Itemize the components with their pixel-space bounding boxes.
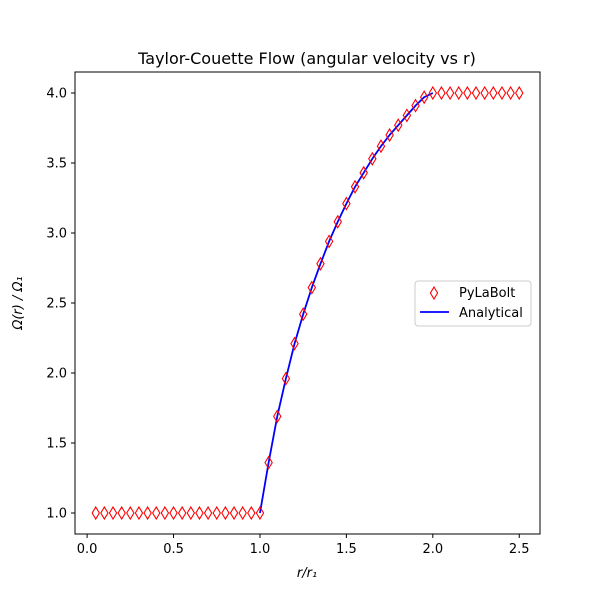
- data-point-pylabolt: [117, 505, 126, 521]
- data-point-pylabolt: [489, 85, 498, 101]
- y-tick-label: 4.0: [46, 87, 67, 102]
- data-point-pylabolt: [471, 85, 481, 101]
- chart-title: Taylor-Couette Flow (angular velocity vs…: [137, 49, 476, 68]
- data-point-pylabolt: [402, 108, 412, 123]
- data-point-pylabolt: [221, 505, 230, 521]
- data-point-pylabolt: [350, 179, 360, 194]
- legend-box: [414, 280, 532, 327]
- legend: PyLaBolt Analytical: [414, 280, 532, 327]
- data-point-pylabolt: [394, 118, 403, 133]
- legend-label-pylabolt: PyLaBolt: [459, 286, 515, 301]
- data-point-pylabolt: [290, 336, 299, 351]
- data-point-pylabolt: [298, 307, 308, 322]
- data-point-pylabolt: [264, 455, 273, 470]
- plot-area: [91, 85, 524, 521]
- data-point-pylabolt: [91, 505, 100, 521]
- data-point-pylabolt: [437, 85, 446, 101]
- x-axis-label: r/r₁: [297, 566, 317, 581]
- data-point-pylabolt: [419, 90, 429, 105]
- data-point-pylabolt: [177, 505, 187, 521]
- data-point-pylabolt: [359, 165, 368, 180]
- data-point-pylabolt: [255, 505, 265, 521]
- data-point-pylabolt: [463, 85, 472, 101]
- data-point-pylabolt: [247, 505, 256, 521]
- axis-ticks: 0.0 0.5 1.0 1.5 2.0 2.5 1.0 1.5 2.0 2.5 3.0 3.5 4.0: [46, 87, 529, 558]
- data-point-pylabolt: [134, 505, 144, 521]
- data-point-pylabolt: [411, 98, 420, 113]
- series-line-analytical: [259, 92, 434, 514]
- legend-diamond-icon: [429, 285, 439, 301]
- y-tick-label: 1.0: [46, 507, 67, 522]
- data-point-pylabolt: [238, 505, 247, 521]
- data-point-pylabolt: [212, 505, 221, 521]
- data-point-pylabolt: [203, 505, 213, 521]
- plot-frame: [74, 71, 541, 535]
- data-point-pylabolt: [515, 85, 524, 101]
- data-point-pylabolt: [100, 505, 109, 521]
- legend-label-analytical: Analytical: [459, 306, 523, 321]
- y-tick-label: 3.0: [46, 227, 67, 242]
- y-tick-label: 2.5: [46, 297, 67, 312]
- data-point-pylabolt: [506, 85, 515, 101]
- data-point-pylabolt: [385, 127, 394, 143]
- data-point-pylabolt: [160, 505, 170, 521]
- data-point-pylabolt: [376, 139, 386, 154]
- data-point-pylabolt: [454, 85, 463, 101]
- data-point-pylabolt: [152, 505, 161, 521]
- data-point-pylabolt: [342, 196, 351, 211]
- y-tick-label: 3.5: [46, 157, 67, 172]
- data-point-pylabolt: [126, 505, 135, 521]
- x-tick-label: 2.5: [509, 542, 530, 557]
- y-tick-label: 1.5: [46, 437, 67, 452]
- x-tick-label: 1.0: [250, 542, 271, 557]
- data-point-pylabolt: [368, 151, 377, 166]
- data-point-pylabolt: [143, 505, 152, 521]
- x-tick-label: 0.5: [163, 542, 184, 557]
- data-point-pylabolt: [195, 505, 204, 521]
- data-point-pylabolt: [273, 409, 282, 424]
- x-tick-label: 1.5: [336, 542, 357, 557]
- legend-marker-pylabolt: [429, 285, 439, 301]
- y-axis-label: Ω(r) / Ω₁: [11, 276, 26, 330]
- data-point-pylabolt: [480, 85, 489, 101]
- y-tick-label: 2.0: [46, 367, 67, 382]
- data-point-pylabolt: [186, 505, 196, 521]
- data-point-pylabolt: [229, 505, 239, 521]
- data-point-pylabolt: [108, 505, 118, 521]
- x-tick-label: 0.0: [77, 542, 98, 557]
- data-point-pylabolt: [316, 256, 325, 271]
- data-point-pylabolt: [428, 85, 438, 101]
- data-point-pylabolt: [324, 234, 334, 249]
- x-tick-label: 2.0: [422, 542, 443, 557]
- data-point-pylabolt: [333, 214, 342, 229]
- data-point-pylabolt: [281, 371, 291, 386]
- data-point-pylabolt: [497, 85, 507, 101]
- data-point-pylabolt: [169, 505, 178, 521]
- data-point-pylabolt: [307, 280, 317, 295]
- data-point-pylabolt: [445, 85, 455, 101]
